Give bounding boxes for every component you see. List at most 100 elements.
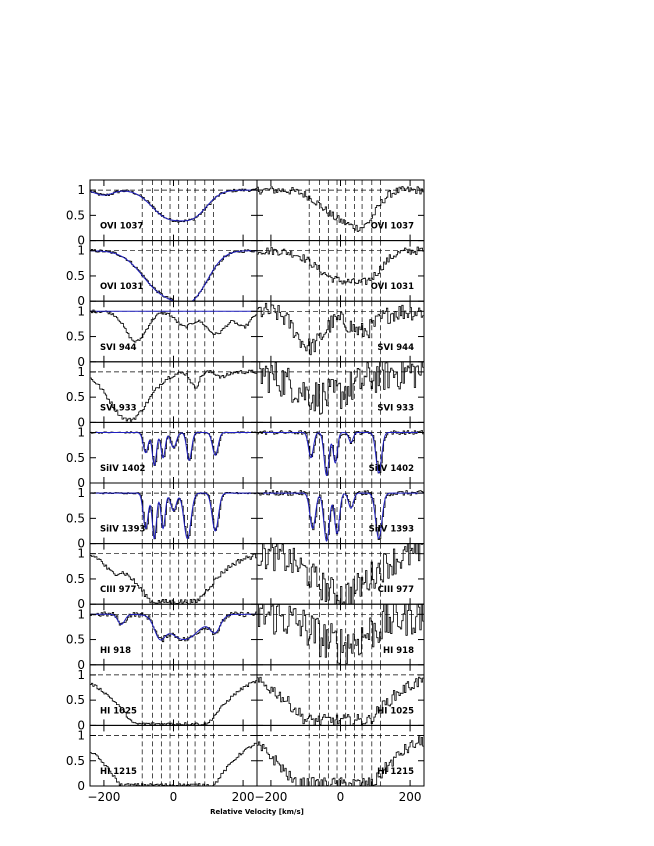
panel-label: OVI 1031 bbox=[100, 282, 143, 292]
y-tick-label: 0.5 bbox=[66, 572, 85, 586]
y-tick-label: 1 bbox=[77, 668, 85, 682]
y-tick-label: 0.5 bbox=[66, 451, 85, 465]
y-tick-label: 0 bbox=[77, 658, 85, 672]
panel-label: OVI 1031 bbox=[371, 282, 414, 292]
model-fit bbox=[90, 189, 257, 222]
model-fit bbox=[257, 492, 424, 542]
spectrum-data bbox=[257, 302, 424, 356]
spectrum-data bbox=[257, 361, 424, 415]
model-fit bbox=[257, 432, 424, 477]
y-tick-label: 1 bbox=[77, 183, 85, 197]
spectrum-data bbox=[90, 431, 257, 466]
panel-left-0: OVI 1037 bbox=[89, 179, 258, 242]
panel-label: SiIV 1393 bbox=[369, 525, 414, 535]
y-tick-label: 0 bbox=[77, 718, 85, 732]
y-tick-label: 0 bbox=[77, 294, 85, 308]
y-tick-label: 1 bbox=[77, 244, 85, 258]
y-tick-label: 0 bbox=[77, 234, 85, 248]
panel-left-8: HI 1025 bbox=[89, 664, 258, 726]
y-tick-label: 1 bbox=[77, 426, 85, 440]
y-tick-label: 0.5 bbox=[66, 269, 85, 283]
y-tick-label: 1 bbox=[77, 304, 85, 318]
spectrum-data bbox=[90, 309, 257, 343]
panel-label: SiIV 1402 bbox=[369, 464, 414, 474]
spectrum-data bbox=[257, 543, 424, 605]
panel-left-9: HI 1215 bbox=[89, 724, 258, 787]
x-tick-label: −200 bbox=[254, 790, 287, 804]
panel-left-7: HI 918 bbox=[89, 603, 258, 666]
spectrum-data bbox=[257, 736, 424, 787]
panel-right-1: OVI 1031 bbox=[256, 240, 425, 302]
y-tick-label: 0.5 bbox=[66, 390, 85, 404]
x-tick-label: 0 bbox=[170, 790, 178, 804]
spectrum-data bbox=[257, 186, 424, 232]
axes-layer: 00.5100.5100.5100.5100.5100.5100.5100.51… bbox=[66, 183, 422, 804]
model-fit bbox=[90, 432, 257, 467]
panel-label: OVI 1037 bbox=[371, 222, 414, 232]
y-tick-label: 1 bbox=[77, 547, 85, 561]
spectrum-data bbox=[257, 246, 424, 285]
spectrum-data bbox=[90, 491, 257, 540]
spectrum-data bbox=[90, 188, 257, 223]
panel-right-7: HI 918 bbox=[256, 603, 425, 666]
y-tick-label: 0.5 bbox=[66, 330, 85, 344]
panel-left-3: SVI 933 bbox=[89, 361, 258, 423]
panel-label: HI 918 bbox=[383, 646, 414, 656]
panel-right-9: HI 1215 bbox=[256, 724, 425, 787]
spectrum-data bbox=[90, 249, 257, 302]
spectrum-data bbox=[90, 742, 257, 787]
panel-label: CIII 977 bbox=[378, 585, 415, 595]
spectrum-data bbox=[257, 490, 424, 541]
y-tick-label: 0.5 bbox=[66, 693, 85, 707]
panel-left-4: SiIV 1402 bbox=[89, 421, 258, 484]
model-fit bbox=[90, 492, 257, 540]
panel-label: SVI 933 bbox=[377, 403, 414, 413]
y-tick-label: 1 bbox=[77, 486, 85, 500]
panel-left-2: SVI 944 bbox=[89, 300, 258, 363]
panel-label: SVI 944 bbox=[377, 343, 414, 353]
spectrum-data bbox=[257, 604, 424, 665]
y-tick-label: 0 bbox=[77, 355, 85, 369]
panel-label: OVI 1037 bbox=[100, 222, 143, 232]
y-tick-label: 0 bbox=[77, 779, 85, 793]
y-tick-label: 0 bbox=[77, 415, 85, 429]
panel-right-2: SVI 944 bbox=[256, 300, 425, 363]
spectrum-data bbox=[90, 369, 257, 422]
spectrum-data bbox=[257, 430, 424, 476]
y-tick-label: 0 bbox=[77, 537, 85, 551]
panel-label: HI 918 bbox=[100, 646, 131, 656]
panel-label: HI 1025 bbox=[100, 706, 137, 716]
panel-label: SVI 944 bbox=[100, 343, 137, 353]
panel-label: HI 1025 bbox=[377, 706, 414, 716]
x-axis-label: Relative Velocity [km/s] bbox=[210, 808, 304, 816]
panel-left-6: CIII 977 bbox=[89, 543, 258, 605]
panel-right-3: SVI 933 bbox=[256, 361, 425, 423]
panel-label: SiIV 1393 bbox=[100, 525, 145, 535]
panel-right-0: OVI 1037 bbox=[256, 179, 425, 242]
panel-right-4: SiIV 1402 bbox=[256, 421, 425, 484]
x-tick-label: 200 bbox=[232, 790, 255, 804]
y-tick-label: 0.5 bbox=[66, 208, 85, 222]
panel-label: CIII 977 bbox=[100, 585, 137, 595]
panel-label: SiIV 1402 bbox=[100, 464, 145, 474]
y-tick-label: 0.5 bbox=[66, 754, 85, 768]
y-tick-label: 0.5 bbox=[66, 633, 85, 647]
x-tick-label: −200 bbox=[87, 790, 120, 804]
y-tick-label: 0 bbox=[77, 476, 85, 490]
panel-right-6: CIII 977 bbox=[256, 543, 425, 605]
spectrum-data bbox=[90, 679, 257, 726]
x-tick-label: 0 bbox=[337, 790, 345, 804]
panel-right-8: HI 1025 bbox=[256, 664, 425, 726]
x-tick-label: 200 bbox=[399, 790, 422, 804]
panel-right-5: SiIV 1393 bbox=[256, 482, 425, 545]
y-tick-label: 1 bbox=[77, 729, 85, 743]
panel-label: HI 1215 bbox=[377, 767, 414, 777]
spectrum-data bbox=[257, 673, 424, 726]
panel-left-5: SiIV 1393 bbox=[89, 482, 258, 545]
panel-label: HI 1215 bbox=[100, 767, 137, 777]
y-tick-label: 0 bbox=[77, 597, 85, 611]
panels-layer: OVI 1037 OVI 1037 OVI 1031 OVI 1031 SVI 944 S… bbox=[89, 179, 425, 787]
y-tick-label: 0.5 bbox=[66, 511, 85, 525]
y-tick-label: 1 bbox=[77, 365, 85, 379]
